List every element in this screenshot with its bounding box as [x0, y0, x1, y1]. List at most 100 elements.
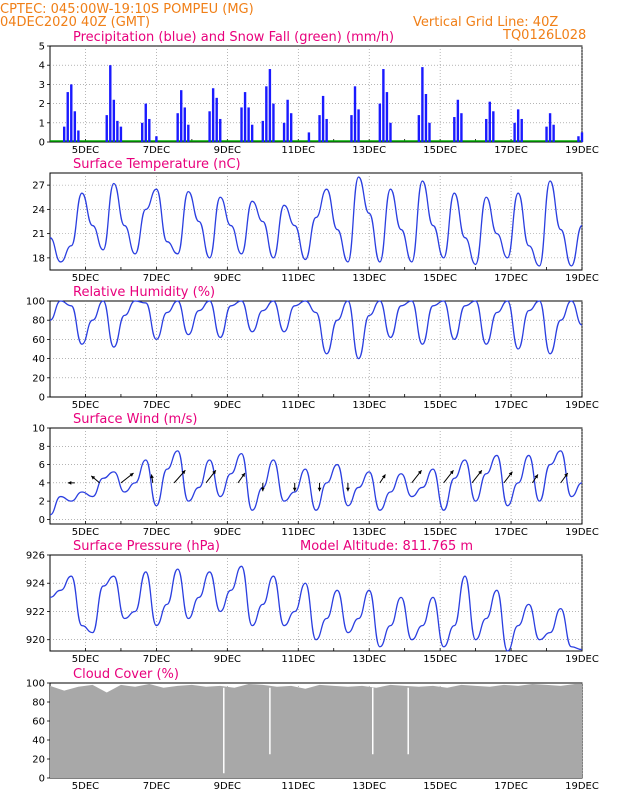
rh-xtick-label: 15DEC [423, 400, 457, 411]
pressure-xtick-label: 9DEC [214, 654, 241, 665]
precip-bar [240, 107, 243, 142]
precip-xtick-label: 5DEC [72, 145, 99, 156]
precip-bar [421, 67, 424, 142]
precip-bar [520, 118, 523, 142]
pressure-altitude-annotation: Model Altitude: 811.765 m [300, 539, 473, 554]
precip-bar [318, 115, 321, 142]
precip-bar [243, 92, 247, 142]
precip-bar [109, 65, 112, 142]
wind-ytick-label: 8 [39, 442, 45, 453]
pressure-xtick-label: 13DEC [352, 654, 386, 665]
rh-xtick-label: 9DEC [214, 400, 241, 411]
temp-xtick-label: 15DEC [423, 273, 457, 284]
wind-arrow-head [317, 487, 322, 492]
rh-ytick-label: 60 [32, 335, 45, 346]
temp-line [49, 176, 583, 267]
precip-bar [385, 92, 389, 142]
pressure-xtick-label: 7DEC [143, 654, 170, 665]
precip-bar [460, 113, 463, 142]
rh-ytick-label: 80 [32, 316, 45, 327]
pressure-ytick-label: 922 [26, 607, 45, 618]
precip-bar [215, 97, 218, 142]
cloud-xtick-label: 17DEC [494, 781, 528, 792]
cloud-title: Cloud Cover (%) [73, 667, 179, 682]
temp-title: Surface Temperature (nC) [73, 157, 241, 172]
precip-bar [378, 103, 382, 142]
precip-xtick-label: 7DEC [143, 145, 170, 156]
wind-xtick-label: 15DEC [423, 527, 457, 538]
precip-bar [577, 136, 580, 142]
temp-xtick-label: 17DEC [494, 273, 528, 284]
precip-bar [492, 111, 495, 142]
cloud-xtick-label: 19DEC [565, 781, 599, 792]
cloud-ytick-label: 40 [32, 736, 45, 747]
header-date: 04DEC2020 40Z (GMT) [0, 15, 150, 30]
precip-bar [105, 115, 108, 142]
wind-arrow-head [181, 470, 186, 475]
temp-ytick-label: 24 [32, 205, 45, 216]
temp-xtick-label: 5DEC [72, 273, 99, 284]
precip-bar [382, 69, 385, 142]
wind-arrow-head [150, 474, 154, 479]
rh-xtick-label: 17DEC [494, 400, 528, 411]
precip-bar [112, 99, 116, 142]
rh-xtick-label: 13DEC [352, 400, 386, 411]
wind-xtick-label: 5DEC [72, 527, 99, 538]
cloud-ytick-label: 80 [32, 698, 45, 709]
precip-bar [325, 118, 328, 142]
wind-arrow-head [292, 487, 297, 492]
precip-bar [219, 118, 222, 142]
wind-ytick-label: 0 [39, 515, 45, 526]
cloud-xtick-label: 5DEC [72, 781, 99, 792]
rh-ytick-label: 20 [32, 373, 45, 384]
rh-title: Relative Humidity (%) [73, 285, 215, 300]
precip-bar [141, 122, 144, 142]
precip-bar [545, 126, 548, 142]
wind-ytick-label: 6 [39, 460, 45, 471]
precip-bar [286, 99, 289, 142]
wind-arrow-head [67, 480, 72, 485]
precip-ytick-label: 5 [39, 42, 45, 53]
cloud-xtick-label: 13DEC [352, 781, 386, 792]
wind-ytick-label: 10 [32, 424, 45, 435]
wind-ytick-label: 2 [39, 497, 45, 508]
pressure-xtick-label: 17DEC [494, 654, 528, 665]
precip-bar [250, 124, 254, 142]
rh-ytick-label: 100 [26, 297, 45, 308]
precip-bar [148, 118, 151, 142]
rh-xtick-label: 19DEC [565, 400, 599, 411]
wind-arrow-head [534, 474, 538, 479]
precip-bar [428, 122, 431, 142]
precip-bar [247, 107, 250, 142]
temp-frame [49, 172, 583, 271]
precip-bar [289, 113, 293, 142]
pressure-xtick-label: 15DEC [423, 654, 457, 665]
pressure-line [49, 565, 583, 652]
rh-xtick-label: 11DEC [281, 400, 315, 411]
precip-bar [552, 124, 555, 142]
cloud-cover-area [50, 683, 582, 778]
precip-bar [417, 115, 421, 142]
precip-xtick-label: 13DEC [352, 145, 386, 156]
rh-xtick-label: 5DEC [72, 400, 99, 411]
precip-bar [176, 113, 179, 142]
precip-ytick-label: 3 [39, 80, 45, 91]
precip-bar [116, 120, 119, 142]
wind-xtick-label: 9DEC [214, 527, 241, 538]
wind-arrow-head [212, 470, 216, 475]
precip-bar [62, 126, 66, 142]
precip-bar [516, 109, 520, 142]
precip-ytick-label: 1 [39, 118, 45, 129]
cloud-ytick-label: 60 [32, 717, 45, 728]
temp-ytick-label: 27 [32, 181, 45, 192]
wind-xtick-label: 17DEC [494, 527, 528, 538]
precip-bar [261, 120, 264, 142]
precip-bar [357, 109, 360, 142]
header-vertical-grid: Vertical Grid Line: 40Z [413, 15, 558, 30]
precip-bar [453, 117, 456, 142]
pressure-ytick-label: 920 [26, 635, 45, 646]
rh-frame [49, 300, 583, 398]
precip-bar [155, 136, 158, 142]
cloud-ytick-label: 0 [39, 774, 45, 785]
